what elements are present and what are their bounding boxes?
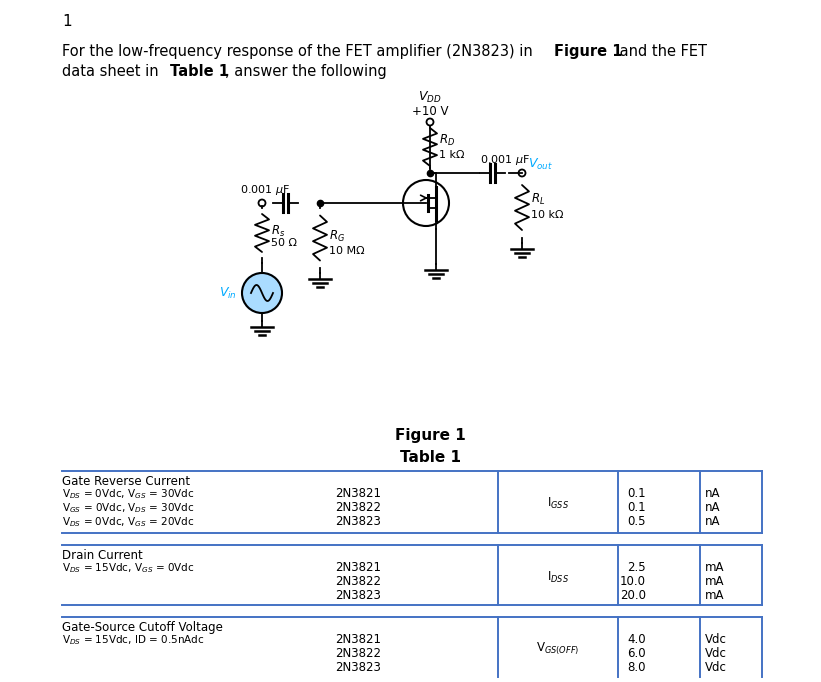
- Text: Figure 1: Figure 1: [554, 44, 622, 59]
- Text: $R_L$: $R_L$: [531, 192, 545, 207]
- Text: 2N3822: 2N3822: [335, 575, 381, 588]
- Text: +10 V: +10 V: [412, 105, 448, 118]
- Text: Figure 1: Figure 1: [395, 428, 466, 443]
- Text: 1: 1: [62, 14, 71, 29]
- Text: I$_{DSS}$: I$_{DSS}$: [547, 569, 569, 584]
- Text: For the low-frequency response of the FET amplifier (2N3823) in: For the low-frequency response of the FE…: [62, 44, 538, 59]
- Text: , answer the following: , answer the following: [225, 64, 387, 79]
- Text: 20.0: 20.0: [620, 589, 646, 602]
- Text: 0.001 $\mu$F: 0.001 $\mu$F: [480, 153, 530, 167]
- Text: 2N3822: 2N3822: [335, 501, 381, 514]
- Text: I$_{GSS}$: I$_{GSS}$: [547, 495, 569, 511]
- Text: 2N3821: 2N3821: [335, 487, 381, 500]
- Text: V$_{GS}$ = 0Vdc, V$_{DS}$ = 30Vdc: V$_{GS}$ = 0Vdc, V$_{DS}$ = 30Vdc: [62, 501, 195, 515]
- Text: 1 kΩ: 1 kΩ: [439, 150, 465, 160]
- Text: 2.5: 2.5: [627, 561, 646, 574]
- Text: and the FET: and the FET: [615, 44, 707, 59]
- Text: Vdc: Vdc: [705, 633, 727, 646]
- Text: mA: mA: [705, 589, 724, 602]
- Text: Gate-Source Cutoff Voltage: Gate-Source Cutoff Voltage: [62, 621, 222, 634]
- Text: $R_s$: $R_s$: [271, 224, 285, 239]
- Text: Gate Reverse Current: Gate Reverse Current: [62, 475, 190, 488]
- Text: 2N3823: 2N3823: [335, 515, 381, 528]
- Text: nA: nA: [705, 501, 721, 514]
- Text: V$_{DS}$ = 15Vdc, ID = 0.5nAdc: V$_{DS}$ = 15Vdc, ID = 0.5nAdc: [62, 633, 204, 647]
- Text: Vdc: Vdc: [705, 661, 727, 674]
- Text: 0.1: 0.1: [627, 487, 646, 500]
- Text: 0.5: 0.5: [627, 515, 646, 528]
- Text: V$_{DS}$ = 15Vdc, V$_{GS}$ = 0Vdc: V$_{DS}$ = 15Vdc, V$_{GS}$ = 0Vdc: [62, 561, 195, 575]
- Text: 10 kΩ: 10 kΩ: [531, 211, 563, 220]
- Text: 50 Ω: 50 Ω: [271, 238, 297, 248]
- Text: 2N3821: 2N3821: [335, 561, 381, 574]
- Text: V$_{GS(OFF)}$: V$_{GS(OFF)}$: [536, 641, 580, 657]
- Text: Vdc: Vdc: [705, 647, 727, 660]
- Text: 2N3822: 2N3822: [335, 647, 381, 660]
- Text: nA: nA: [705, 487, 721, 500]
- Text: 4.0: 4.0: [627, 633, 646, 646]
- Text: $R_D$: $R_D$: [439, 132, 455, 147]
- Text: 2N3823: 2N3823: [335, 589, 381, 602]
- Text: data sheet in: data sheet in: [62, 64, 163, 79]
- Text: Drain Current: Drain Current: [62, 549, 143, 562]
- Text: 2N3821: 2N3821: [335, 633, 381, 646]
- Text: 10.0: 10.0: [620, 575, 646, 588]
- Text: 6.0: 6.0: [627, 647, 646, 660]
- Text: 8.0: 8.0: [627, 661, 646, 674]
- Text: $V_{out}$: $V_{out}$: [528, 156, 553, 172]
- Text: Table 1: Table 1: [400, 450, 461, 465]
- Text: 0.001 $\mu$F: 0.001 $\mu$F: [240, 183, 290, 197]
- Text: 2N3823: 2N3823: [335, 661, 381, 674]
- Text: $V_{in}$: $V_{in}$: [219, 286, 237, 301]
- Text: mA: mA: [705, 561, 724, 574]
- Text: 0.1: 0.1: [627, 501, 646, 514]
- Text: mA: mA: [705, 575, 724, 588]
- Text: nA: nA: [705, 515, 721, 528]
- Text: $R_G$: $R_G$: [329, 228, 345, 243]
- Text: V$_{DS}$ = 0Vdc, V$_{GS}$ = 20Vdc: V$_{DS}$ = 0Vdc, V$_{GS}$ = 20Vdc: [62, 515, 195, 529]
- Text: $V_{DD}$: $V_{DD}$: [418, 90, 442, 105]
- Text: V$_{DS}$ = 0Vdc, V$_{GS}$ = 30Vdc: V$_{DS}$ = 0Vdc, V$_{GS}$ = 30Vdc: [62, 487, 195, 501]
- Text: 10 MΩ: 10 MΩ: [329, 246, 365, 256]
- Circle shape: [242, 273, 282, 313]
- Text: Table 1: Table 1: [170, 64, 229, 79]
